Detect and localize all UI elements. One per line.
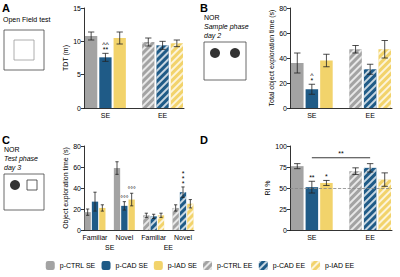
svg-text:day 3: day 3 xyxy=(4,164,21,172)
svg-text:Test phase: Test phase xyxy=(4,155,38,163)
svg-text:100: 100 xyxy=(275,143,287,150)
svg-text:EE: EE xyxy=(158,112,168,119)
svg-text:°°°: °°° xyxy=(127,186,136,193)
svg-text:5: 5 xyxy=(77,71,81,78)
svg-text:60: 60 xyxy=(279,30,287,37)
svg-text:80: 80 xyxy=(279,5,287,12)
svg-text:p-IAD SE: p-IAD SE xyxy=(168,262,198,270)
svg-text:25: 25 xyxy=(279,206,287,213)
svg-text:p-CAD SE: p-CAD SE xyxy=(116,262,149,270)
svg-text:Novel: Novel xyxy=(174,234,192,241)
svg-text:0: 0 xyxy=(283,227,287,234)
svg-text:15: 15 xyxy=(73,5,81,12)
svg-text:p-CTRL EE: p-CTRL EE xyxy=(217,262,253,270)
svg-text:Open Field test: Open Field test xyxy=(3,16,51,24)
svg-text:75: 75 xyxy=(279,164,287,171)
svg-text:60: 60 xyxy=(73,164,81,171)
svg-text:D: D xyxy=(200,134,208,146)
svg-text:TDT (m): TDT (m) xyxy=(62,45,70,71)
svg-text:SE: SE xyxy=(101,112,111,119)
svg-text:Object exploration time (s): Object exploration time (s) xyxy=(62,147,70,229)
svg-text:SE: SE xyxy=(105,244,115,251)
svg-text:C: C xyxy=(2,134,10,146)
svg-text:p-CAD EE: p-CAD EE xyxy=(273,262,306,270)
svg-text:EE: EE xyxy=(164,244,174,251)
svg-text:**: ** xyxy=(338,150,344,157)
svg-text:**: ** xyxy=(309,174,315,181)
svg-text:**: ** xyxy=(103,46,109,53)
svg-text:*: * xyxy=(182,180,185,187)
svg-text:p-IAD EE: p-IAD EE xyxy=(325,262,355,270)
svg-text:°°°: °°° xyxy=(120,195,129,202)
svg-text:40: 40 xyxy=(73,185,81,192)
svg-text:SE: SE xyxy=(307,112,317,119)
svg-text:20: 20 xyxy=(73,206,81,213)
svg-text:A: A xyxy=(2,2,10,14)
svg-text:SE: SE xyxy=(307,234,317,241)
svg-text:Novel: Novel xyxy=(115,234,133,241)
svg-text:20: 20 xyxy=(279,80,287,87)
svg-text:NOR: NOR xyxy=(204,14,220,21)
svg-text:day 2: day 2 xyxy=(204,32,221,40)
svg-text:10: 10 xyxy=(73,38,81,45)
svg-text:0: 0 xyxy=(283,105,287,112)
svg-text:p-CTRL SE: p-CTRL SE xyxy=(60,262,96,270)
svg-text:40: 40 xyxy=(279,55,287,62)
svg-text:Total object exploration time: Total object exploration time (s) xyxy=(268,10,276,107)
svg-text:NOR: NOR xyxy=(4,146,20,153)
svg-text:B: B xyxy=(200,2,208,14)
svg-text:Sample phase: Sample phase xyxy=(204,23,249,31)
svg-text:Familiar: Familiar xyxy=(83,234,109,241)
svg-text:EE: EE xyxy=(365,112,375,119)
svg-text:RI %: RI % xyxy=(264,180,271,195)
svg-text:*: * xyxy=(310,77,313,84)
svg-text:*: * xyxy=(325,173,328,180)
svg-text:Familiar: Familiar xyxy=(141,234,167,241)
svg-text:0: 0 xyxy=(77,105,81,112)
svg-text:0: 0 xyxy=(77,227,81,234)
svg-text:EE: EE xyxy=(365,234,375,241)
svg-text:80: 80 xyxy=(73,143,81,150)
svg-text:50: 50 xyxy=(279,185,287,192)
